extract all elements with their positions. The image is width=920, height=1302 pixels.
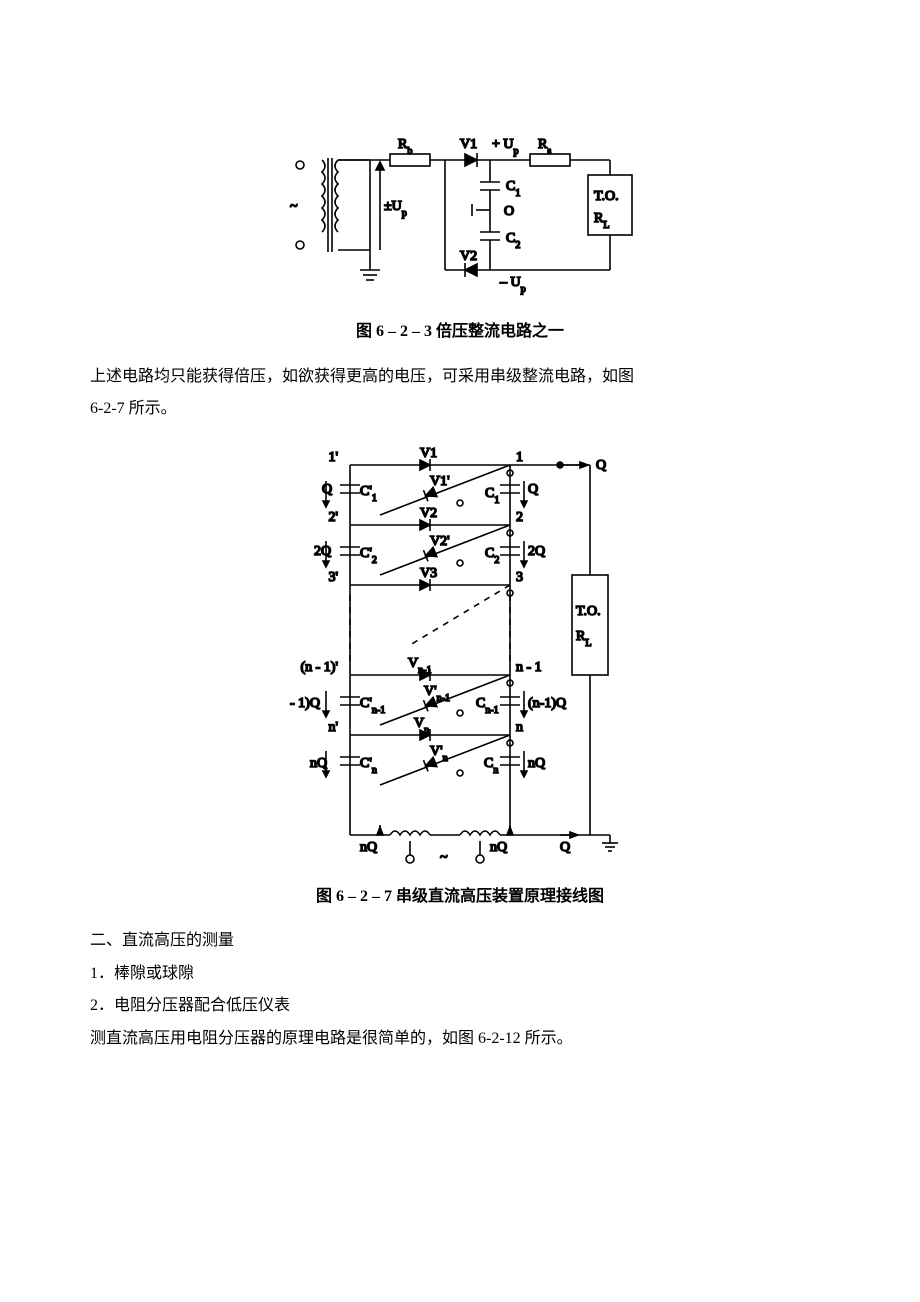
- fig2-vnm1: Vn-1: [408, 656, 431, 676]
- list-item-2: 2．电阻分压器配合低压仪表: [90, 991, 830, 1021]
- fig2-nm1ql: - 1)Q: [290, 696, 320, 711]
- fig2-c1: C1: [485, 486, 499, 506]
- circuit-6-2-3-svg: ~ Rb V1 + Up Rs T.O. RL: [280, 110, 640, 300]
- fig2-nm1p: (n - 1)': [300, 660, 338, 675]
- fig2-cnm1p: C'n-1: [360, 696, 385, 716]
- fig2-cnp: C'n: [360, 756, 377, 776]
- fig2-cn: Cn: [484, 756, 498, 776]
- fig2-1: 1: [516, 450, 523, 465]
- fig2-vnm1p: V'n-1: [424, 684, 450, 704]
- fig2-1p: 1': [328, 450, 338, 465]
- fig2-3p: 3': [328, 570, 338, 585]
- paragraph-2: 测直流高压用电阻分压器的原理电路是很简单的，如图 6-2-12 所示。: [90, 1024, 830, 1054]
- figure-6-2-7: T.O. RL Q V1 1' 1 V1' C'1 C1: [90, 435, 830, 876]
- fig2-2ql: 2Q: [314, 544, 331, 559]
- fig1-c1: C1: [506, 179, 520, 199]
- fig1-v1: V1: [460, 137, 477, 152]
- circuit-6-2-7-svg: T.O. RL Q V1 1' 1 V1' C'1 C1: [260, 435, 660, 865]
- fig2-ql1: Q: [322, 482, 332, 497]
- fig1-up-plus: + Up: [492, 137, 519, 157]
- fig1-to: T.O.: [594, 189, 619, 204]
- fig2-2p: 2': [328, 510, 338, 525]
- figure-6-2-3-caption: 图 6 – 2 – 3 倍压整流电路之一: [90, 317, 830, 347]
- fig2-nq-br: nQ: [490, 840, 507, 855]
- fig2-nm1: n - 1: [516, 660, 542, 675]
- fig1-tilde: ~: [290, 199, 298, 214]
- fig2-c2p: C'2: [360, 546, 377, 566]
- fig2-qr1: Q: [528, 482, 538, 497]
- fig2-tilde: ~: [440, 850, 448, 865]
- fig2-c1p: C'1: [360, 484, 377, 504]
- section-2-title: 二、直流高压的测量: [90, 926, 830, 956]
- fig2-nnp: n': [328, 720, 338, 735]
- fig1-up-minus: – Up: [499, 275, 526, 295]
- fig2-v2: V2: [420, 506, 437, 521]
- list-item-1: 1．棒隙或球隙: [90, 959, 830, 989]
- fig2-nm1qr: (n-1)Q: [528, 696, 566, 711]
- figure-6-2-7-caption: 图 6 – 2 – 7 串级直流高压装置原理接线图: [90, 882, 830, 912]
- fig2-to: T.O.: [576, 604, 601, 619]
- fig2-nql: nQ: [310, 756, 327, 771]
- fig2-2: 2: [516, 510, 523, 525]
- fig2-v1: V1: [420, 446, 437, 461]
- figure-6-2-3: ~ Rb V1 + Up Rs T.O. RL: [90, 110, 830, 311]
- fig2-nn: n: [516, 720, 523, 735]
- fig2-cnm1: Cn-1: [476, 696, 499, 716]
- fig2-nq-bl: nQ: [360, 840, 377, 855]
- fig1-c2: C2: [506, 231, 520, 251]
- fig2-q-b: Q: [560, 840, 570, 855]
- fig2-v2p: V2': [430, 534, 450, 549]
- fig1-pm-up: ±Up: [384, 199, 407, 219]
- fig2-3: 3: [516, 570, 523, 585]
- paragraph-1-line1: 上述电路均只能获得倍压，如欲获得更高的电压，可采用串级整流电路，如图: [90, 362, 830, 392]
- fig2-v3: V3: [420, 566, 437, 581]
- fig2-2qr: 2Q: [528, 544, 545, 559]
- paragraph-1-line2: 6-2-7 所示。: [90, 394, 830, 424]
- fig2-nqr: nQ: [528, 756, 545, 771]
- fig2-c2: C2: [485, 546, 499, 566]
- fig1-v2: V2: [460, 249, 477, 264]
- fig2-v1p: V1': [430, 474, 450, 489]
- fig1-o: O: [504, 204, 514, 219]
- fig2-q-top: Q: [596, 458, 606, 473]
